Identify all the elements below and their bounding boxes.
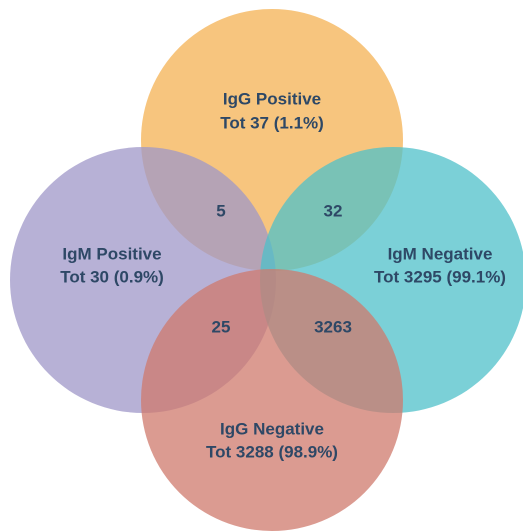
- intersection-count: 32: [324, 201, 343, 220]
- intersection-count: 5: [216, 201, 225, 220]
- igg-negative-circle: [141, 269, 403, 531]
- set-label: IgM Positive: [62, 244, 161, 263]
- set-total: Tot 37 (1.1%): [220, 113, 324, 132]
- set-total: Tot 3295 (99.1%): [374, 267, 506, 286]
- set-total: Tot 3288 (98.9%): [206, 442, 338, 461]
- intersection-count: 3263: [314, 317, 352, 336]
- set-total: Tot 30 (0.9%): [60, 267, 164, 286]
- intersection-count: 25: [212, 317, 231, 336]
- set-label: IgG Negative: [220, 419, 324, 438]
- set-label: IgM Negative: [388, 244, 493, 263]
- set-label: IgG Positive: [223, 89, 321, 108]
